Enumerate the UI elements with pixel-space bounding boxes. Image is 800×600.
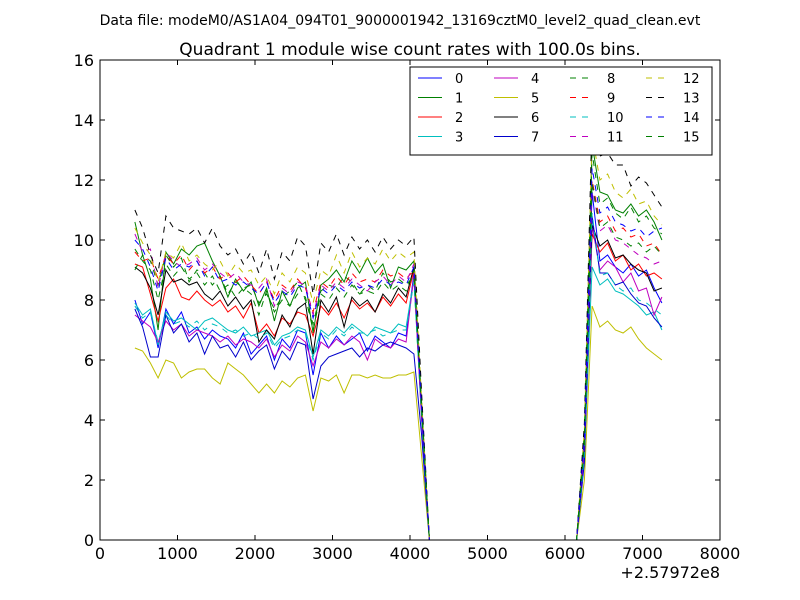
series-9-line bbox=[134, 179, 663, 541]
series-5-line bbox=[134, 305, 663, 541]
series-3-line bbox=[134, 266, 663, 541]
series-0-line bbox=[134, 191, 663, 541]
legend-label-5: 5 bbox=[531, 92, 539, 107]
chart-suptitle: Data file: modeM0/AS1A04_094T01_90000019… bbox=[100, 13, 701, 29]
x-tick-label: 2000 bbox=[235, 544, 276, 563]
y-tick-label: 16 bbox=[74, 51, 94, 70]
legend-label-9: 9 bbox=[607, 92, 615, 107]
x-axis: 0 1000 2000 3000 4000 5000 6000 7000 8000 bbox=[95, 60, 740, 563]
y-tick-label: 6 bbox=[84, 351, 94, 370]
y-tick-label: 14 bbox=[74, 111, 94, 130]
y-tick-label: 12 bbox=[74, 171, 94, 190]
y-tick-label: 10 bbox=[74, 231, 94, 250]
legend-label-8: 8 bbox=[607, 72, 615, 87]
legend-label-14: 14 bbox=[683, 111, 700, 126]
x-tick-label: 0 bbox=[95, 544, 105, 563]
legend-label-0: 0 bbox=[455, 72, 463, 87]
y-tick-label: 2 bbox=[84, 471, 94, 490]
legend-label-7: 7 bbox=[531, 131, 539, 146]
plot-area bbox=[134, 116, 663, 541]
x-tick-label: 1000 bbox=[157, 544, 198, 563]
legend-frame bbox=[409, 66, 713, 156]
series-14-line bbox=[134, 167, 663, 541]
legend-label-3: 3 bbox=[455, 131, 463, 146]
legend-label-12: 12 bbox=[683, 72, 700, 87]
x-offset-label: +2.57972e8 bbox=[620, 563, 720, 582]
x-tick-label: 4000 bbox=[390, 544, 431, 563]
series-11-line bbox=[134, 185, 663, 541]
series-10-line bbox=[134, 212, 663, 541]
y-tick-label: 8 bbox=[84, 291, 94, 310]
y-tick-label: 0 bbox=[84, 531, 94, 550]
y-tick-label: 4 bbox=[84, 411, 94, 430]
legend-label-1: 1 bbox=[455, 92, 463, 107]
legend-label-15: 15 bbox=[683, 131, 700, 146]
x-tick-label: 7000 bbox=[622, 544, 663, 563]
x-tick-label: 8000 bbox=[700, 544, 741, 563]
legend-label-4: 4 bbox=[531, 72, 539, 87]
x-tick-label: 3000 bbox=[312, 544, 353, 563]
legend-label-10: 10 bbox=[607, 111, 624, 126]
legend-label-2: 2 bbox=[455, 111, 463, 126]
chart-title: Quadrant 1 module wise count rates with … bbox=[179, 40, 640, 60]
x-tick-label: 6000 bbox=[545, 544, 586, 563]
x-tick-label: 5000 bbox=[467, 544, 508, 563]
series-15-line bbox=[134, 182, 663, 541]
legend-label-6: 6 bbox=[531, 111, 539, 126]
legend-label-13: 13 bbox=[683, 92, 700, 107]
legend-label-11: 11 bbox=[607, 131, 624, 146]
